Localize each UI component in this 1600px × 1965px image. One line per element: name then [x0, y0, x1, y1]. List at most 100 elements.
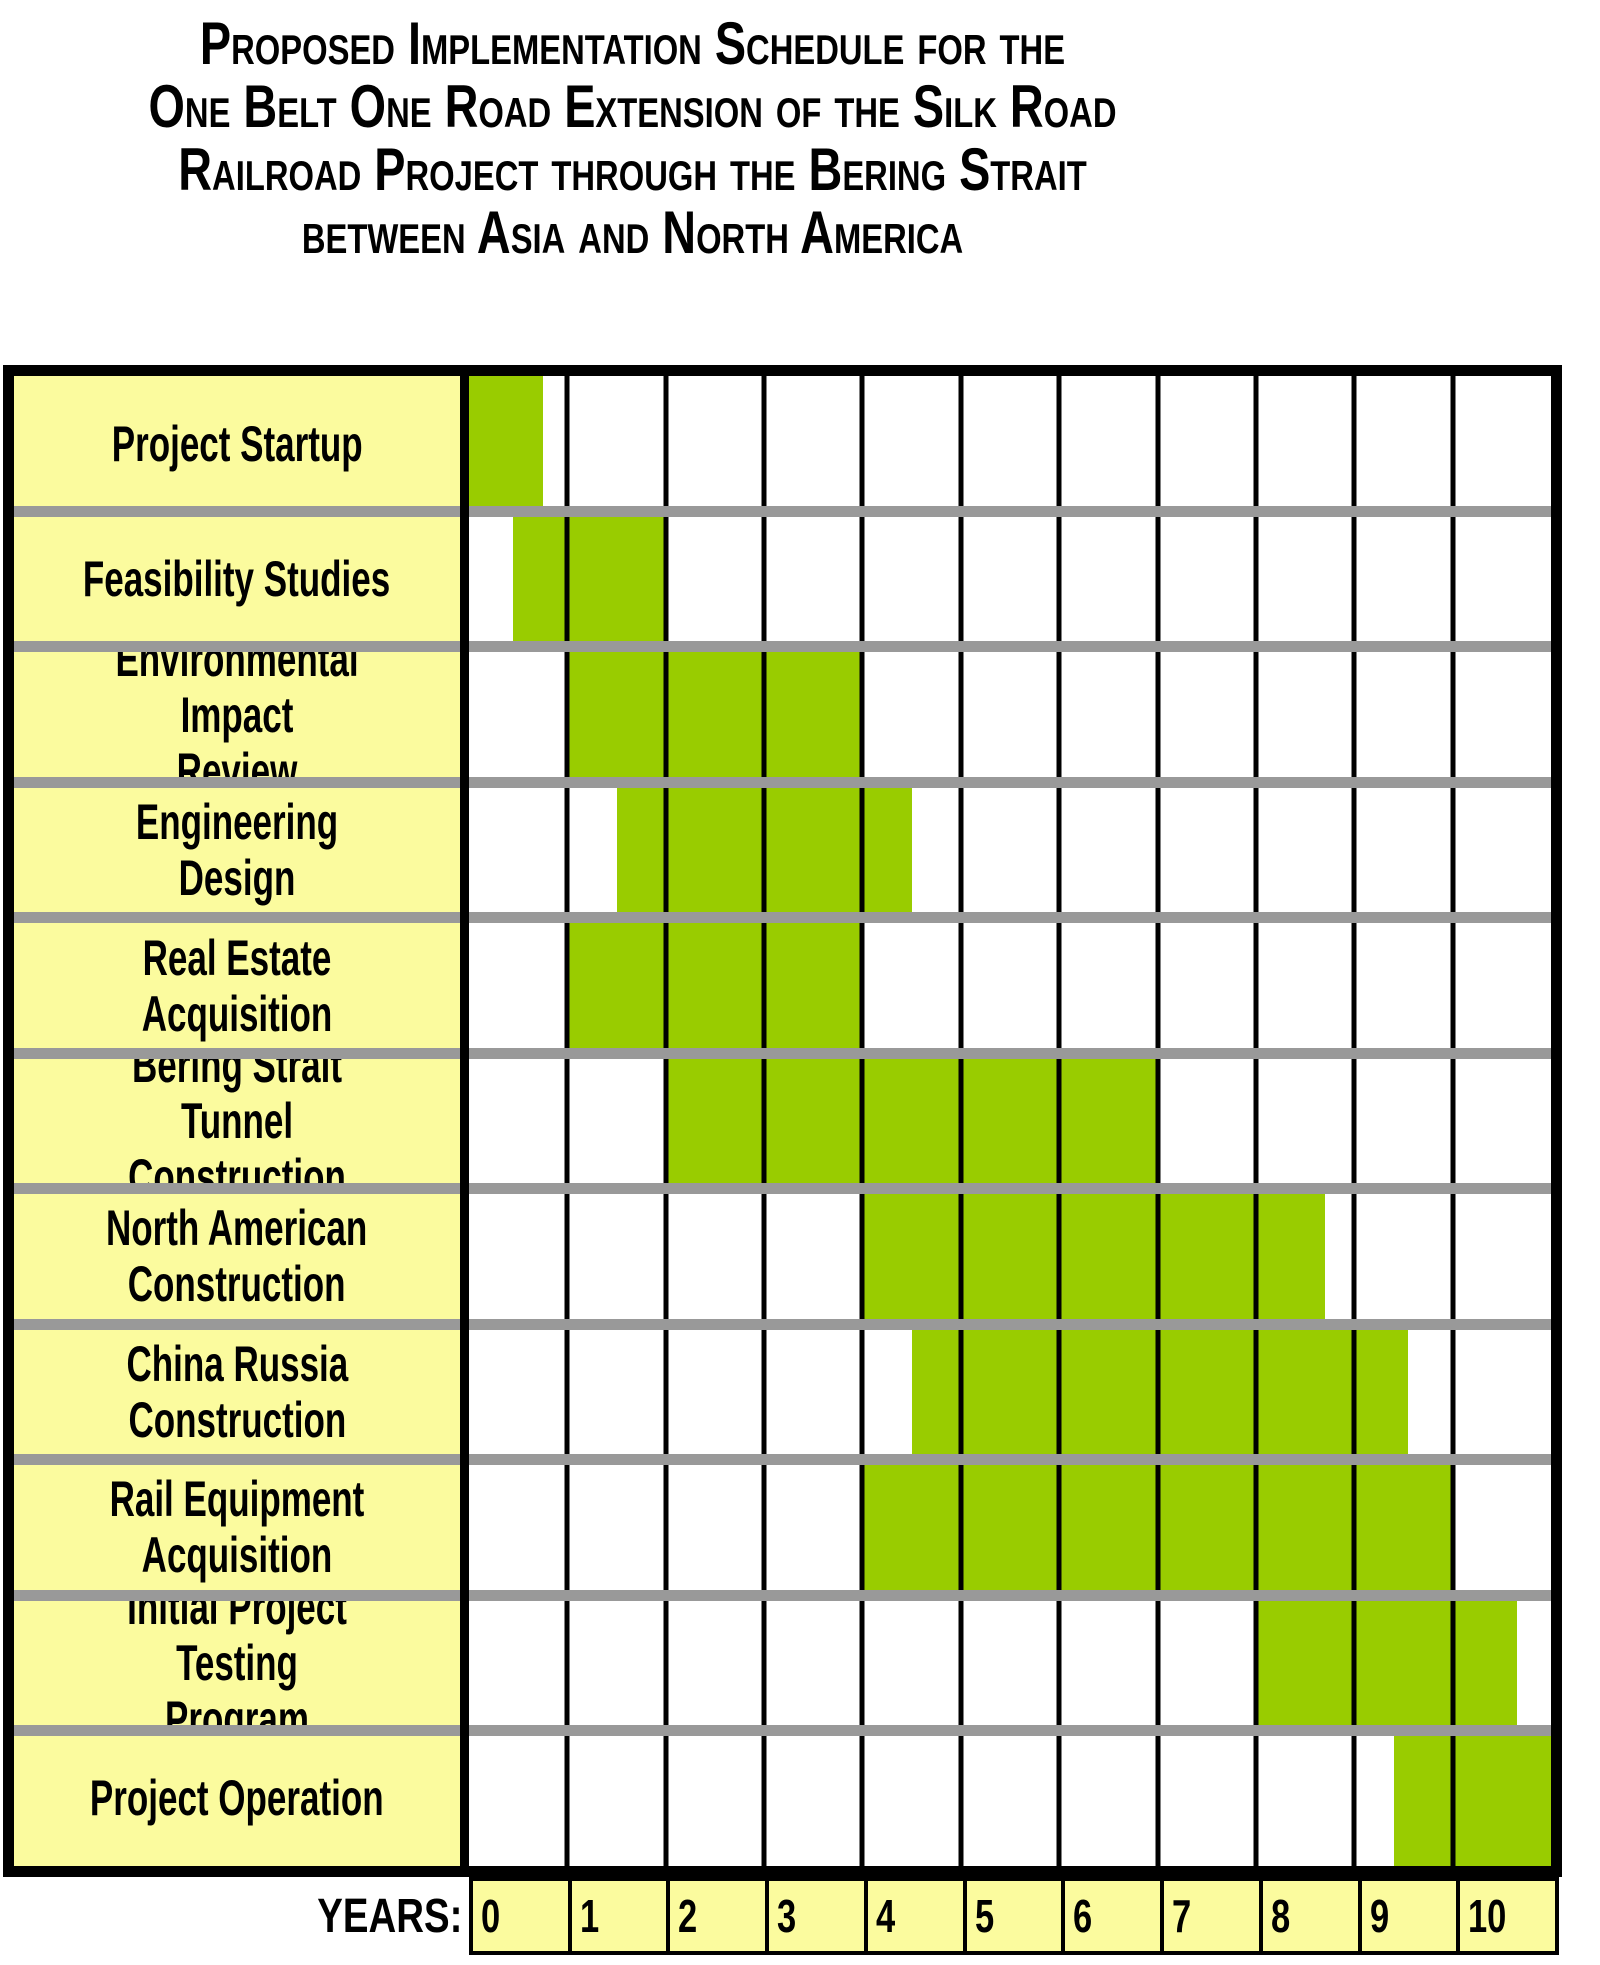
task-label-cell: Bering Strait Tunnel Construction [14, 1053, 460, 1189]
task-timeline [469, 376, 1551, 512]
task-row-11: Project Operation [14, 1730, 1551, 1866]
year-tick-label: 7 [1172, 1890, 1192, 1942]
task-label-text: Project Startup [111, 415, 363, 472]
row-separator-9 [14, 1589, 1551, 1601]
task-label-cell: Environmental Impact Review [14, 646, 460, 783]
task-row-2: Feasibility Studies [14, 511, 1551, 647]
gantt-bar [665, 1053, 1158, 1189]
task-timeline [469, 1595, 1551, 1731]
task-label-cell: Initial Project Testing Program [14, 1595, 460, 1731]
task-row-10: Initial Project Testing Program [14, 1595, 1551, 1731]
gantt-bar [567, 646, 863, 783]
gantt-chart: Project Startup Feasibility Studies Envi… [3, 365, 1562, 1877]
task-label-text: Feasibility Studies [83, 551, 391, 608]
task-row-3: Environmental Impact Review [14, 646, 1551, 783]
task-timeline [469, 1730, 1551, 1866]
task-timeline [469, 646, 1551, 783]
row-separator-2 [14, 641, 1551, 653]
year-cell-6: 6 [1061, 1881, 1161, 1951]
year-cell-4: 4 [863, 1881, 963, 1951]
year-cell-8: 8 [1258, 1881, 1358, 1951]
years-axis-label-text: YEARS: [316, 1889, 462, 1943]
task-label-text: North American Construction [106, 1200, 368, 1313]
row-separator-6 [14, 1183, 1551, 1195]
gantt-bar [469, 376, 543, 512]
task-timeline [469, 1324, 1551, 1460]
row-separator-1 [14, 505, 1551, 517]
chart-title-line-4: between Asia and North America [301, 199, 964, 266]
gantt-bar [567, 917, 863, 1054]
task-timeline [469, 511, 1551, 647]
task-label-cell: Project Startup [14, 376, 460, 512]
year-cell-3: 3 [765, 1881, 864, 1951]
year-tick-label: 2 [678, 1890, 698, 1942]
task-label-text: Engineering Design [135, 794, 339, 907]
task-row-1: Project Startup [14, 376, 1551, 512]
task-label-cell: Feasibility Studies [14, 511, 460, 647]
gantt-bar [862, 1188, 1325, 1325]
chart-title-line-1: Proposed Implementation Schedule for the [199, 10, 1066, 77]
gantt-bar [1255, 1595, 1517, 1731]
task-label-text: Environmental Impact Review [115, 646, 359, 783]
gantt-bar [513, 511, 666, 647]
task-label-text: China Russia Construction [126, 1335, 348, 1448]
label-grid-divider [460, 376, 469, 1866]
chart-title-line-3: Railroad Project through the Bering Stra… [178, 136, 1087, 203]
row-separator-7 [14, 1318, 1551, 1330]
task-label-text: Real Estate Acquisition [141, 929, 333, 1042]
year-axis: 0 1 2 3 4 5 6 7 8 9 10 [469, 1877, 1559, 1955]
year-cell-10: 10 [1456, 1881, 1556, 1951]
task-row-8: China Russia Construction [14, 1324, 1551, 1460]
task-timeline [469, 917, 1551, 1054]
task-label-text: Rail Equipment Acquisition [109, 1471, 365, 1584]
year-cell-0: 0 [473, 1881, 568, 1951]
gantt-bar [911, 1324, 1409, 1460]
year-cell-1: 1 [567, 1881, 667, 1951]
year-tick-label: 10 [1468, 1890, 1507, 1942]
year-tick-label: 8 [1270, 1890, 1291, 1942]
year-tick-label: 0 [481, 1890, 501, 1942]
row-separator-5 [14, 1047, 1551, 1059]
year-cell-9: 9 [1357, 1881, 1457, 1951]
row-separator-3 [14, 776, 1551, 788]
task-label-cell: Rail Equipment Acquisition [14, 1459, 460, 1596]
year-tick-label: 4 [875, 1890, 896, 1942]
task-label-text: Bering Strait Tunnel Construction [128, 1053, 346, 1189]
year-tick-label: 3 [777, 1890, 797, 1942]
task-timeline [469, 1053, 1551, 1189]
task-row-9: Rail Equipment Acquisition [14, 1459, 1551, 1596]
year-tick-label: 9 [1369, 1890, 1389, 1942]
task-label-cell: North American Construction [14, 1188, 460, 1325]
gantt-interior: Project Startup Feasibility Studies Envi… [14, 376, 1551, 1866]
gantt-bar [616, 782, 912, 918]
row-separator-10 [14, 1725, 1551, 1737]
task-label-cell: Engineering Design [14, 782, 460, 918]
task-row-4: Engineering Design [14, 782, 1551, 918]
gantt-bar [1393, 1730, 1551, 1866]
year-tick-label: 5 [974, 1890, 994, 1942]
row-separator-8 [14, 1454, 1551, 1466]
row-separator-4 [14, 912, 1551, 924]
task-row-7: North American Construction [14, 1188, 1551, 1325]
chart-title: Proposed Implementation Schedule for the… [0, 12, 1265, 264]
task-timeline [469, 782, 1551, 918]
task-timeline [469, 1188, 1551, 1325]
task-label-cell: China Russia Construction [14, 1324, 460, 1460]
gantt-bar [862, 1459, 1453, 1596]
task-label-cell: Real Estate Acquisition [14, 917, 460, 1054]
task-label-text: Initial Project Testing Program [127, 1595, 347, 1731]
year-cell-5: 5 [962, 1881, 1062, 1951]
task-label-text: Project Operation [90, 1770, 384, 1827]
task-label-cell: Project Operation [14, 1730, 460, 1866]
task-row-6: Bering Strait Tunnel Construction [14, 1053, 1551, 1189]
year-cell-7: 7 [1160, 1881, 1259, 1951]
task-timeline [469, 1459, 1551, 1596]
years-axis-label: YEARS: [0, 1879, 462, 1953]
year-tick-label: 6 [1073, 1890, 1093, 1942]
task-rows: Project Startup Feasibility Studies Envi… [14, 376, 1551, 1866]
year-cell-2: 2 [666, 1881, 766, 1951]
task-row-5: Real Estate Acquisition [14, 917, 1551, 1054]
chart-title-line-2: One Belt One Road Extension of the Silk … [148, 73, 1117, 140]
year-tick-label: 1 [579, 1890, 599, 1942]
